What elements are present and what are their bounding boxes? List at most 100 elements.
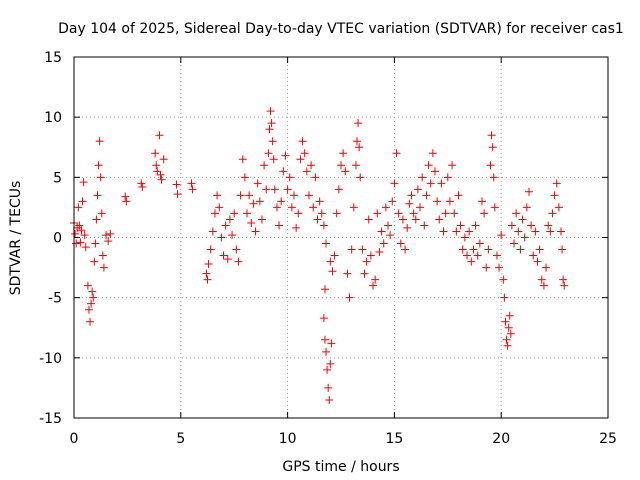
y-tick-label: 15 [44,50,62,66]
data-point [121,192,130,201]
data-point [313,215,322,224]
data-point [486,161,495,170]
data-point [495,263,504,272]
data-point [172,180,181,189]
data-point [281,151,290,160]
data-point [537,275,546,284]
data-point [102,231,111,240]
data-point [355,143,364,152]
data-points [70,107,569,404]
data-point [531,227,540,236]
data-point [302,167,311,176]
x-tick-label: 0 [70,431,79,447]
data-point [428,149,437,158]
y-tick-label: -5 [48,291,62,307]
data-point [213,191,222,200]
data-point [270,185,279,194]
data-point [371,275,380,284]
data-point [251,227,260,236]
data-point [315,197,324,206]
data-point [187,179,196,188]
data-point [319,314,328,323]
data-point [75,221,84,230]
data-point [520,233,529,242]
data-point [369,281,378,290]
data-point [153,167,162,176]
data-point [463,251,472,260]
data-point [524,187,533,196]
x-axis-label: GPS time / hours [282,459,399,475]
data-point [356,173,365,182]
data-point [548,209,557,218]
data-point [311,173,320,182]
data-point [341,167,350,176]
data-point [253,179,262,188]
data-point [79,178,88,187]
data-point [502,335,511,344]
data-point [518,215,527,224]
data-point [418,173,427,182]
y-axis-label: SDTVAR / TECUs [8,181,24,296]
y-tick-label: 10 [44,110,62,126]
data-point [86,317,95,326]
data-point [285,173,294,182]
data-point [95,137,104,146]
data-point [319,221,328,230]
data-point [390,179,399,188]
data-point [482,263,491,272]
data-point [322,347,331,356]
data-point [173,190,182,199]
data-point [379,239,388,248]
data-point [354,119,363,128]
data-point [375,247,384,256]
data-point [325,395,334,404]
data-point [156,170,165,179]
data-point [422,191,431,200]
x-tick-label: 20 [492,431,510,447]
data-point [257,215,266,224]
data-point [157,175,166,184]
grid [74,57,608,418]
data-point [381,203,390,212]
data-point [230,209,239,218]
data-point [267,119,276,128]
data-point [411,215,420,224]
data-point [304,191,313,200]
data-point [510,239,519,248]
y-tick-label: 0 [53,231,62,247]
data-point [137,179,146,188]
data-point [386,231,395,240]
data-point [456,221,465,230]
data-point [326,359,335,368]
data-point [373,209,382,218]
data-point [337,161,345,170]
data-point [445,197,454,206]
data-point [328,267,337,276]
data-point [159,155,168,164]
data-point [300,149,309,158]
data-point [435,215,444,224]
data-point [450,209,459,218]
data-point [426,179,435,188]
data-point [465,227,474,236]
data-point [277,197,286,206]
data-point [204,259,213,268]
x-tick-label: 10 [279,431,297,447]
data-point [99,263,108,272]
data-point [219,251,228,260]
data-point [475,239,484,248]
data-point [420,221,429,230]
data-point [497,231,506,240]
data-point [268,137,277,146]
data-point [469,245,478,254]
data-point [287,203,296,212]
data-point [298,137,307,146]
data-point [416,203,425,212]
data-point [514,227,523,236]
data-point [272,203,281,212]
data-point [323,365,332,374]
data-point [279,167,288,176]
data-point [492,251,501,260]
